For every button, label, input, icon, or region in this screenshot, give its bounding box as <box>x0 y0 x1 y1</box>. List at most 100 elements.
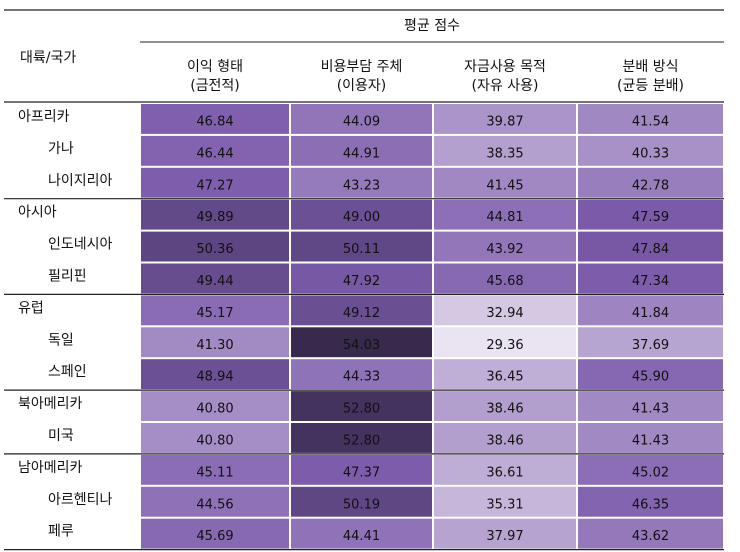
heat-cell <box>141 359 289 390</box>
heat-cell <box>578 104 723 134</box>
heat-cell <box>291 167 432 198</box>
column-header-title: 분배 방식 <box>623 59 679 75</box>
column-header-title: 이익 형태 <box>187 59 243 75</box>
cell-value: 52.80 <box>343 402 380 417</box>
column-header-subtitle: (자유 사용) <box>472 78 539 94</box>
heat-cell <box>578 263 723 294</box>
cell-value: 45.90 <box>632 370 669 385</box>
heat-cell <box>578 327 723 358</box>
heat-cell <box>291 391 432 421</box>
country-row-label: 인도네시아 <box>48 237 113 253</box>
heat-cell <box>291 199 432 230</box>
cell-value: 42.78 <box>632 178 669 193</box>
heat-cell <box>434 263 576 294</box>
heat-cell <box>141 104 289 134</box>
group-row-label: 아프리카 <box>18 109 70 125</box>
heat-cell <box>434 391 576 421</box>
heat-cell <box>434 518 576 549</box>
heat-cell <box>578 359 723 390</box>
cell-value: 47.92 <box>343 274 380 289</box>
heat-cell <box>141 486 289 517</box>
cell-value: 29.36 <box>486 338 523 353</box>
cell-value: 39.87 <box>486 114 523 129</box>
cell-value: 54.03 <box>343 338 380 353</box>
cell-value: 50.11 <box>343 242 380 257</box>
heat-cell <box>141 327 289 358</box>
group-row-label: 북아메리카 <box>18 396 83 412</box>
heat-cell <box>578 391 723 421</box>
cell-value: 43.62 <box>632 529 669 544</box>
column-header-subtitle: (이용자) <box>337 78 387 94</box>
cell-value: 41.45 <box>486 178 523 193</box>
heat-cell <box>578 486 723 517</box>
column-header-title: 비용부담 주체 <box>321 59 403 75</box>
cell-value: 32.94 <box>486 306 523 321</box>
group-row-label: 아시아 <box>18 205 57 221</box>
cell-value: 40.33 <box>632 146 669 161</box>
heat-cell <box>434 423 576 453</box>
heat-cell <box>141 231 289 262</box>
heat-cell <box>141 295 289 326</box>
cell-value: 43.23 <box>343 178 380 193</box>
country-row-label: 나이지리아 <box>48 173 113 189</box>
country-row-label: 페루 <box>48 524 74 540</box>
heat-cell <box>141 454 289 485</box>
cell-value: 52.80 <box>343 433 380 448</box>
cell-value: 36.61 <box>486 465 523 480</box>
cell-value: 47.27 <box>196 178 233 193</box>
cell-value: 44.33 <box>343 370 380 385</box>
heat-cell <box>434 199 576 230</box>
heat-cell <box>578 454 723 485</box>
heat-cell <box>141 263 289 294</box>
cell-value: 45.69 <box>196 529 233 544</box>
cell-value: 49.89 <box>196 210 233 225</box>
cell-value: 41.84 <box>632 306 669 321</box>
heat-cell <box>578 135 723 166</box>
country-row-label: 가나 <box>48 141 74 157</box>
heat-cell <box>291 423 432 453</box>
cell-value: 40.80 <box>196 433 233 448</box>
cell-value: 41.43 <box>632 433 669 448</box>
group-row-label: 유럽 <box>18 300 44 316</box>
column-header-title: 자금사용 목적 <box>464 59 546 75</box>
heat-cell <box>291 327 432 358</box>
heat-cell <box>291 295 432 326</box>
heat-cell <box>141 199 289 230</box>
cell-value: 49.00 <box>343 210 380 225</box>
cell-value: 44.56 <box>196 497 233 512</box>
heat-cell <box>291 359 432 390</box>
heat-cell <box>578 518 723 549</box>
cell-value: 44.81 <box>486 210 523 225</box>
heat-cell <box>141 518 289 549</box>
heat-cell <box>291 454 432 485</box>
heat-cell <box>434 135 576 166</box>
country-row-label: 스페인 <box>48 364 87 380</box>
cell-value: 44.91 <box>343 146 380 161</box>
cell-value: 46.44 <box>196 146 233 161</box>
heat-cell <box>291 263 432 294</box>
cell-value: 47.84 <box>632 242 669 257</box>
heat-cell <box>578 423 723 453</box>
cell-value: 40.80 <box>196 402 233 417</box>
heat-cell <box>141 423 289 453</box>
heat-cell <box>434 295 576 326</box>
cell-value: 48.94 <box>196 370 233 385</box>
heat-cell <box>291 486 432 517</box>
cell-value: 37.69 <box>632 338 669 353</box>
heat-cell <box>141 167 289 198</box>
cell-value: 49.44 <box>196 274 233 289</box>
heat-cell <box>291 104 432 134</box>
cell-value: 45.02 <box>632 465 669 480</box>
cell-value: 47.37 <box>343 465 380 480</box>
group-label: 평균 점수 <box>404 18 460 34</box>
heat-cell <box>434 167 576 198</box>
column-header-subtitle: (금전적) <box>190 78 240 94</box>
cell-value: 43.92 <box>486 242 523 257</box>
cell-value: 45.17 <box>196 306 233 321</box>
row-header-label: 대륙/국가 <box>20 50 76 66</box>
cell-value: 41.54 <box>632 114 669 129</box>
country-row-label: 필리핀 <box>48 268 87 284</box>
group-row-label: 남아메리카 <box>18 460 83 476</box>
cell-value: 50.19 <box>343 497 380 512</box>
cell-value: 50.36 <box>196 242 233 257</box>
